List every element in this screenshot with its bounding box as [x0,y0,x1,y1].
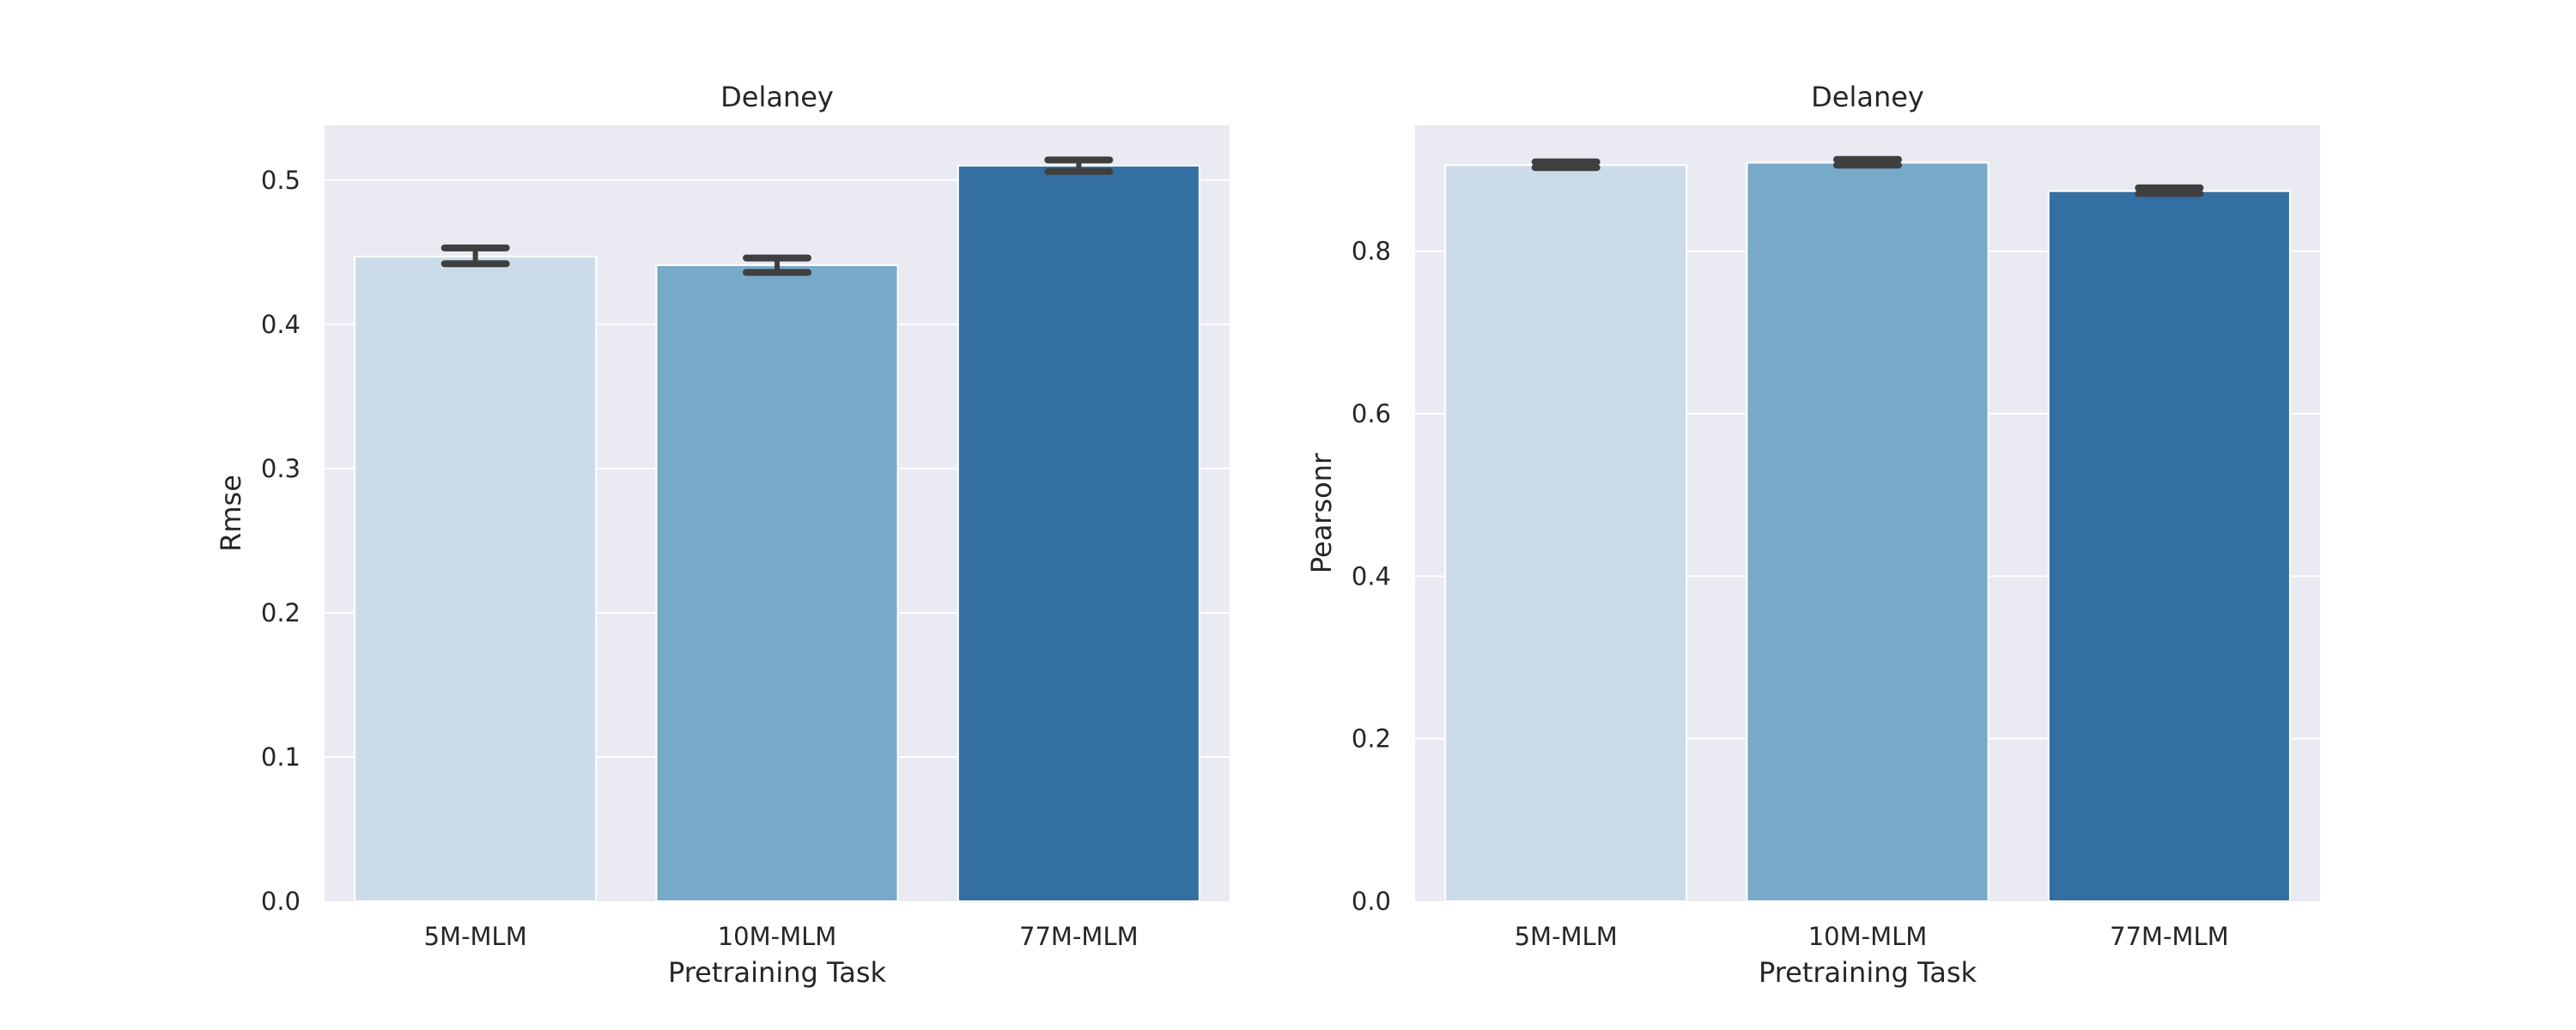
bar-77m-mlm [957,165,1200,902]
y-axis-label: Rmse [215,475,247,552]
x-tick-label: 10M-MLM [1808,922,1928,951]
bar-5m-mlm [354,255,598,903]
x-axis-label: Pretraining Task [668,956,887,989]
chart-title: Delaney [720,81,834,113]
chart-panel-2: 0.0 0.2 0.4 0.6 0.8 5M-MLM 10M-MLM 77M-MLM Delan… [1305,81,2320,989]
x-axis-label: Pretraining Task [1759,956,1978,989]
chart-title: Delaney [1811,81,1924,113]
bar-10m-mlm [655,264,899,903]
x-tick-label: 77M-MLM [2110,922,2229,951]
y-axis-label: Pearsonr [1305,452,1338,573]
y-tick-label: 0.4 [261,310,301,339]
x-tick-label: 5M-MLM [1515,922,1618,951]
y-tick-label: 0.4 [1352,561,1391,591]
x-tick-label: 10M-MLM [718,922,837,951]
y-tick-label: 0.2 [261,598,301,627]
y-tick-label: 0.2 [1352,724,1391,754]
y-tick-label: 0.6 [1352,399,1391,428]
chart-panel-1: 0.0 0.1 0.2 0.3 0.4 0.5 5M-MLM 10M-MLM 77M-MLM De… [215,81,1230,989]
bar-5m-mlm [1444,164,1688,902]
y-tick-label: 0.0 [1352,887,1391,916]
bar-10m-mlm [1746,161,1990,902]
y-tick-label: 0.5 [261,166,301,195]
x-tick-label: 5M-MLM [424,922,527,951]
y-tick-label: 0.1 [261,742,301,772]
bar-77m-mlm [2047,190,2291,903]
x-tick-label: 77M-MLM [1019,922,1139,951]
y-tick-label: 0.0 [261,887,301,916]
y-tick-label: 0.8 [1352,237,1391,266]
y-tick-label: 0.3 [261,454,301,483]
